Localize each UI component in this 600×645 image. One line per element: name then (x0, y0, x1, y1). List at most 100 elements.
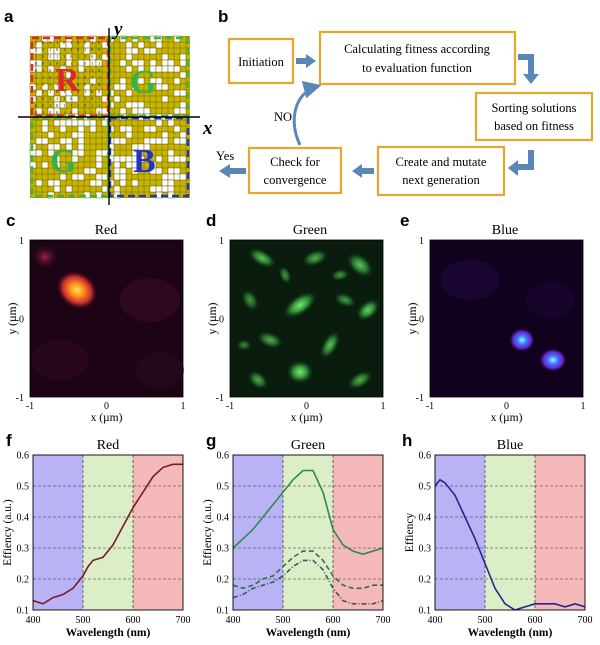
binary-digit: 0 (56, 103, 59, 108)
x-tick-label: 400 (26, 615, 41, 626)
label-r: R (55, 62, 80, 99)
white-pixel (53, 83, 61, 91)
white-pixel (125, 41, 133, 49)
map-blue-spot-1 (509, 328, 535, 352)
spectrum-h-title: Blue (497, 438, 523, 453)
y-tick-label: 0.5 (17, 482, 30, 493)
white-pixel (59, 173, 67, 181)
white-pixel (35, 149, 43, 157)
series-line (233, 559, 383, 605)
y-tick-label: 0.3 (419, 544, 432, 555)
white-pixel (35, 65, 43, 73)
green-speckle-blob (282, 290, 318, 320)
map-blue-xlabel: x (µm) (491, 412, 523, 424)
panel-letter-a: a (4, 7, 14, 26)
white-pixel (167, 119, 175, 127)
white-pixel (131, 167, 139, 175)
label-g-bottom: G (50, 143, 76, 180)
binary-digit: 1 (70, 89, 72, 94)
binary-digit: 0 (91, 47, 94, 52)
spectrum-f: Red 400 500 600 700 0.1 0.2 0.3 0.4 0.5 0.6 Wavelen… (2, 438, 191, 639)
white-pixel (119, 179, 127, 187)
map-blue-title: Blue (492, 223, 518, 238)
white-pixel (179, 71, 187, 79)
white-pixel (53, 179, 61, 187)
y-tick-label: 0.2 (419, 575, 432, 586)
binary-digit: 1 (84, 110, 86, 115)
binary-digit: 0 (42, 82, 45, 87)
green-subpixel-border-top (108, 36, 190, 118)
white-pixel (161, 185, 169, 193)
x-tick-label: 500 (76, 615, 91, 626)
box-initiation-text: Initiation (238, 55, 285, 69)
y-tick-label: 0.5 (419, 482, 432, 493)
white-pixel (95, 179, 103, 187)
map-green-xlabel: x (µm) (291, 412, 323, 424)
panel-letter-h: h (402, 431, 412, 450)
map-green-xtick: 1 (381, 401, 386, 412)
binary-digit: 0 (98, 68, 101, 73)
green-speckle-blob (301, 249, 329, 267)
white-pixel (161, 53, 169, 61)
label-b: B (133, 143, 156, 180)
binary-digit: 1 (84, 68, 86, 73)
map-red-xtick: -1 (26, 401, 34, 412)
white-pixel (131, 107, 139, 115)
white-pixel (95, 161, 103, 169)
white-pixel (119, 107, 127, 115)
series-group (233, 469, 383, 605)
binary-digit: 1 (35, 40, 37, 45)
white-pixel (161, 131, 169, 139)
x-tick-label: 700 (376, 615, 391, 626)
white-pixel (77, 173, 85, 181)
binary-digit: 1 (77, 103, 79, 108)
white-pixel (65, 59, 73, 67)
binary-digit: 1 (70, 40, 72, 45)
binary-digit: 1 (35, 96, 37, 101)
white-pixel (161, 59, 169, 67)
white-pixel (167, 173, 175, 181)
white-pixel (149, 125, 157, 133)
binary-digit: 0 (42, 96, 45, 101)
white-pixel (95, 173, 103, 181)
white-pixel (41, 83, 49, 91)
binary-digit: 1 (84, 89, 86, 94)
green-speckle-blob (278, 265, 292, 285)
white-pixel (167, 155, 175, 163)
binary-digit: 1 (91, 68, 93, 73)
box-mutate-line2: next generation (402, 173, 480, 187)
white-pixel (155, 137, 163, 145)
white-pixel (77, 143, 85, 151)
white-pixel (125, 131, 133, 139)
label-yes: Yes (216, 149, 234, 163)
binary-digit: 1 (49, 40, 51, 45)
binary-digit: 1 (84, 47, 86, 52)
white-pixel (47, 149, 55, 157)
binary-digit: 0 (84, 61, 87, 66)
white-pixel (71, 119, 79, 127)
series-line (233, 550, 383, 590)
panel-letter-c: c (6, 211, 15, 230)
red-subpixel-border (30, 36, 110, 118)
binary-digit: 1 (77, 96, 79, 101)
box-initiation (227, 37, 295, 85)
binary-digit: 1 (49, 82, 51, 87)
white-pixel (155, 83, 163, 91)
white-pixel (173, 167, 181, 175)
binary-digit: 0 (77, 40, 80, 45)
binary-digit: 1 (49, 47, 51, 52)
white-pixel (53, 119, 61, 127)
white-pixel (41, 125, 49, 133)
white-pixel (65, 119, 73, 127)
flowchart: Initiation Calculating fitness according… (216, 30, 594, 197)
white-pixel (95, 149, 103, 157)
white-pixel (65, 185, 73, 193)
white-pixel (89, 77, 97, 85)
y-tick-label: 0.1 (17, 606, 30, 617)
y-axis-label: Effiency (404, 513, 416, 553)
box-fitness-line1: Calculating fitness according (344, 42, 491, 56)
spectrum-band (333, 455, 383, 610)
map-red-border (29, 239, 184, 398)
white-pixel (149, 47, 157, 55)
